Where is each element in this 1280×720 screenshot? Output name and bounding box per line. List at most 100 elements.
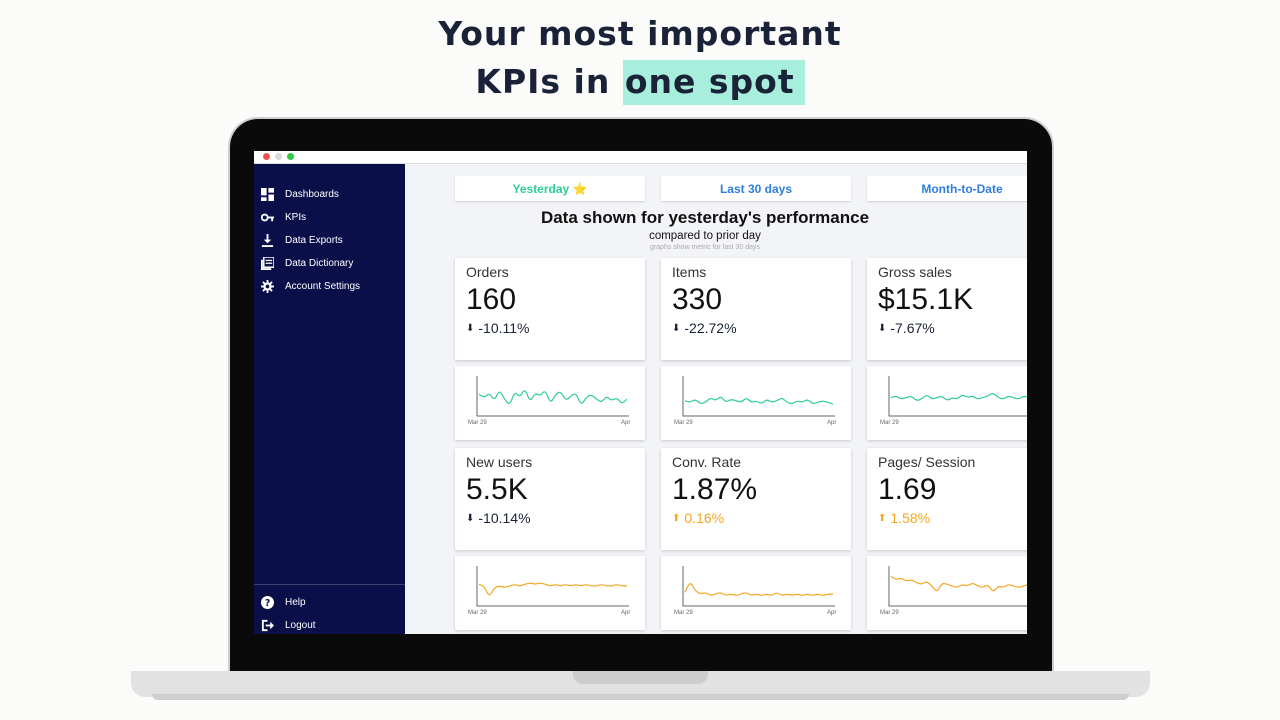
kpi-card-gross-sales[interactable]: Gross sales $15.1K ⬇ -7.67% — [867, 258, 1027, 360]
page-subtitle: compared to prior day — [649, 230, 761, 242]
sidebar-item-label: Dashboards — [285, 188, 339, 200]
sparkline-start-label: Mar 29 — [880, 420, 899, 426]
sparkline-axis — [476, 566, 629, 607]
laptop-notch — [573, 671, 708, 684]
gear-icon — [261, 279, 274, 293]
sparkline-axis — [888, 566, 1027, 607]
close-window-button[interactable] — [263, 153, 270, 160]
sparkline-axis — [682, 376, 835, 417]
logout-icon — [261, 619, 274, 631]
kpi-value: 1.69 — [878, 473, 937, 506]
kpi-card-pages-per-session[interactable]: Pages/ Session 1.69 ⬆ 1.58% — [867, 448, 1027, 550]
kpi-label: Orders — [466, 264, 509, 280]
sparkline-series-line — [890, 575, 1027, 592]
window-titlebar — [254, 151, 1027, 164]
kpi-label: Items — [672, 264, 707, 280]
sparkline-series-line — [478, 582, 627, 596]
kpi-card-orders[interactable]: Orders 160 ⬇ -10.11% — [455, 258, 645, 360]
kpi-delta: ⬇ -22.72% — [672, 320, 737, 336]
sidebar-item-label: Logout — [285, 619, 316, 631]
headline-highlight: one spot — [622, 60, 805, 105]
sparkline-end-label: Apr — [621, 610, 631, 616]
sparkline-orders[interactable]: Mar 29 Apr — [455, 366, 645, 440]
sidebar-divider — [254, 584, 405, 585]
kpi-value: 1.87% — [672, 473, 758, 506]
arrow-up-icon: ⬆ — [672, 512, 681, 524]
arrow-down-icon: ⬇ — [878, 322, 887, 334]
kpi-value: 5.5K — [466, 473, 528, 506]
sidebar-item-kpis[interactable]: KPIs — [261, 208, 306, 226]
sidebar-item-dashboards[interactable]: Dashboards — [261, 185, 339, 203]
sparkline-start-label: Mar 29 — [468, 420, 487, 426]
kpi-delta: ⬇ -7.67% — [878, 320, 935, 336]
minimize-window-button[interactable] — [275, 153, 282, 160]
sidebar-item-label: Account Settings — [285, 280, 361, 292]
kpi-delta-value: 0.16% — [684, 510, 725, 526]
arrow-up-icon: ⬆ — [878, 512, 887, 524]
sidebar-item-help[interactable]: ? Help — [261, 593, 306, 611]
kpi-delta: ⬇ -10.14% — [466, 510, 531, 526]
sidebar-item-label: KPIs — [285, 211, 307, 223]
kpi-label: Pages/ Session — [878, 454, 976, 470]
kpi-delta: ⬆ 0.16% — [672, 510, 724, 526]
kpi-delta: ⬆ 1.58% — [878, 510, 930, 526]
sparkline-start-label: Mar 29 — [468, 610, 487, 616]
page-title: Data shown for yesterday's performance — [540, 208, 870, 227]
kpi-label: New users — [466, 454, 533, 470]
sidebar: Dashboards KPIs Data Exports Data Dictio… — [254, 164, 405, 634]
sparkline-new-users[interactable]: Mar 29 Apr — [455, 556, 645, 630]
kpi-value: $15.1K — [878, 283, 974, 316]
tab-yesterday[interactable]: Yesterday ⭐ — [455, 176, 645, 201]
book-icon — [261, 256, 274, 270]
sparkline-series-line — [684, 583, 833, 596]
sparkline-end-label: Apr — [621, 420, 631, 426]
tab-last-30-days[interactable]: Last 30 days — [661, 176, 851, 201]
main-content: Yesterday ⭐ Last 30 days Month-to-Date D… — [405, 164, 1027, 634]
arrow-down-icon: ⬇ — [466, 322, 475, 334]
maximize-window-button[interactable] — [287, 153, 294, 160]
download-icon — [261, 233, 274, 247]
app-screen: Dashboards KPIs Data Exports Data Dictio… — [254, 151, 1027, 634]
kpi-label: Gross sales — [878, 264, 952, 280]
tab-month-to-date[interactable]: Month-to-Date — [867, 176, 1027, 201]
help-icon: ? — [261, 595, 274, 609]
sparkline-start-label: Mar 29 — [674, 420, 693, 426]
sidebar-item-account-settings[interactable]: Account Settings — [261, 277, 360, 295]
sparkline-axis — [888, 376, 1027, 417]
kpi-delta-value: -22.72% — [684, 320, 737, 336]
sidebar-item-label: Help — [285, 596, 306, 608]
kpi-delta-value: -10.11% — [478, 320, 530, 336]
kpi-label: Conv. Rate — [672, 454, 741, 470]
kpi-delta-value: -10.14% — [478, 510, 531, 526]
kpi-value: 330 — [672, 283, 723, 316]
arrow-down-icon: ⬇ — [672, 322, 681, 334]
sparkline-series-line — [478, 390, 628, 404]
sidebar-item-label: Data Dictionary — [285, 257, 354, 269]
sidebar-item-data-exports[interactable]: Data Exports — [261, 231, 343, 249]
sparkline-start-label: Mar 29 — [674, 610, 693, 616]
kpi-card-conv-rate[interactable]: Conv. Rate 1.87% ⬆ 0.16% — [661, 448, 851, 550]
page-note: graphs show metric for last 30 days — [649, 244, 761, 251]
kpi-delta-value: -7.67% — [890, 320, 935, 336]
dashboard-icon — [261, 187, 274, 201]
sidebar-item-logout[interactable]: Logout — [261, 616, 316, 634]
sparkline-series-line — [890, 393, 1027, 401]
kpi-card-new-users[interactable]: New users 5.5K ⬇ -10.14% — [455, 448, 645, 550]
sparkline-conv-rate[interactable]: Mar 29 Apr — [661, 556, 851, 630]
key-icon — [261, 213, 274, 221]
sparkline-items[interactable]: Mar 29 Apr — [661, 366, 851, 440]
sidebar-item-data-dictionary[interactable]: Data Dictionary — [261, 254, 353, 272]
sparkline-end-label: Apr — [827, 420, 837, 426]
arrow-down-icon: ⬇ — [466, 512, 475, 524]
laptop-base-shadow — [152, 694, 1129, 700]
sparkline-start-label: Mar 29 — [880, 610, 899, 616]
svg-text:?: ? — [265, 598, 270, 609]
sparkline-end-label: Apr — [827, 610, 837, 616]
sparkline-series-line — [684, 396, 834, 405]
headline-plain: KPIs in — [475, 62, 611, 101]
kpi-value: 160 — [466, 283, 517, 316]
kpi-delta: ⬇ -10.11% — [466, 320, 530, 336]
kpi-card-items[interactable]: Items 330 ⬇ -22.72% — [661, 258, 851, 360]
